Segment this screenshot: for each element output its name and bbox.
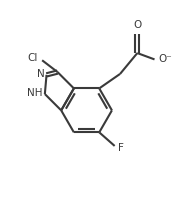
Text: F: F bbox=[118, 143, 124, 153]
Text: Cl: Cl bbox=[27, 54, 38, 63]
Text: O⁻: O⁻ bbox=[158, 54, 172, 64]
Text: N: N bbox=[37, 69, 45, 79]
Text: NH: NH bbox=[27, 88, 42, 98]
Text: O: O bbox=[133, 20, 141, 30]
